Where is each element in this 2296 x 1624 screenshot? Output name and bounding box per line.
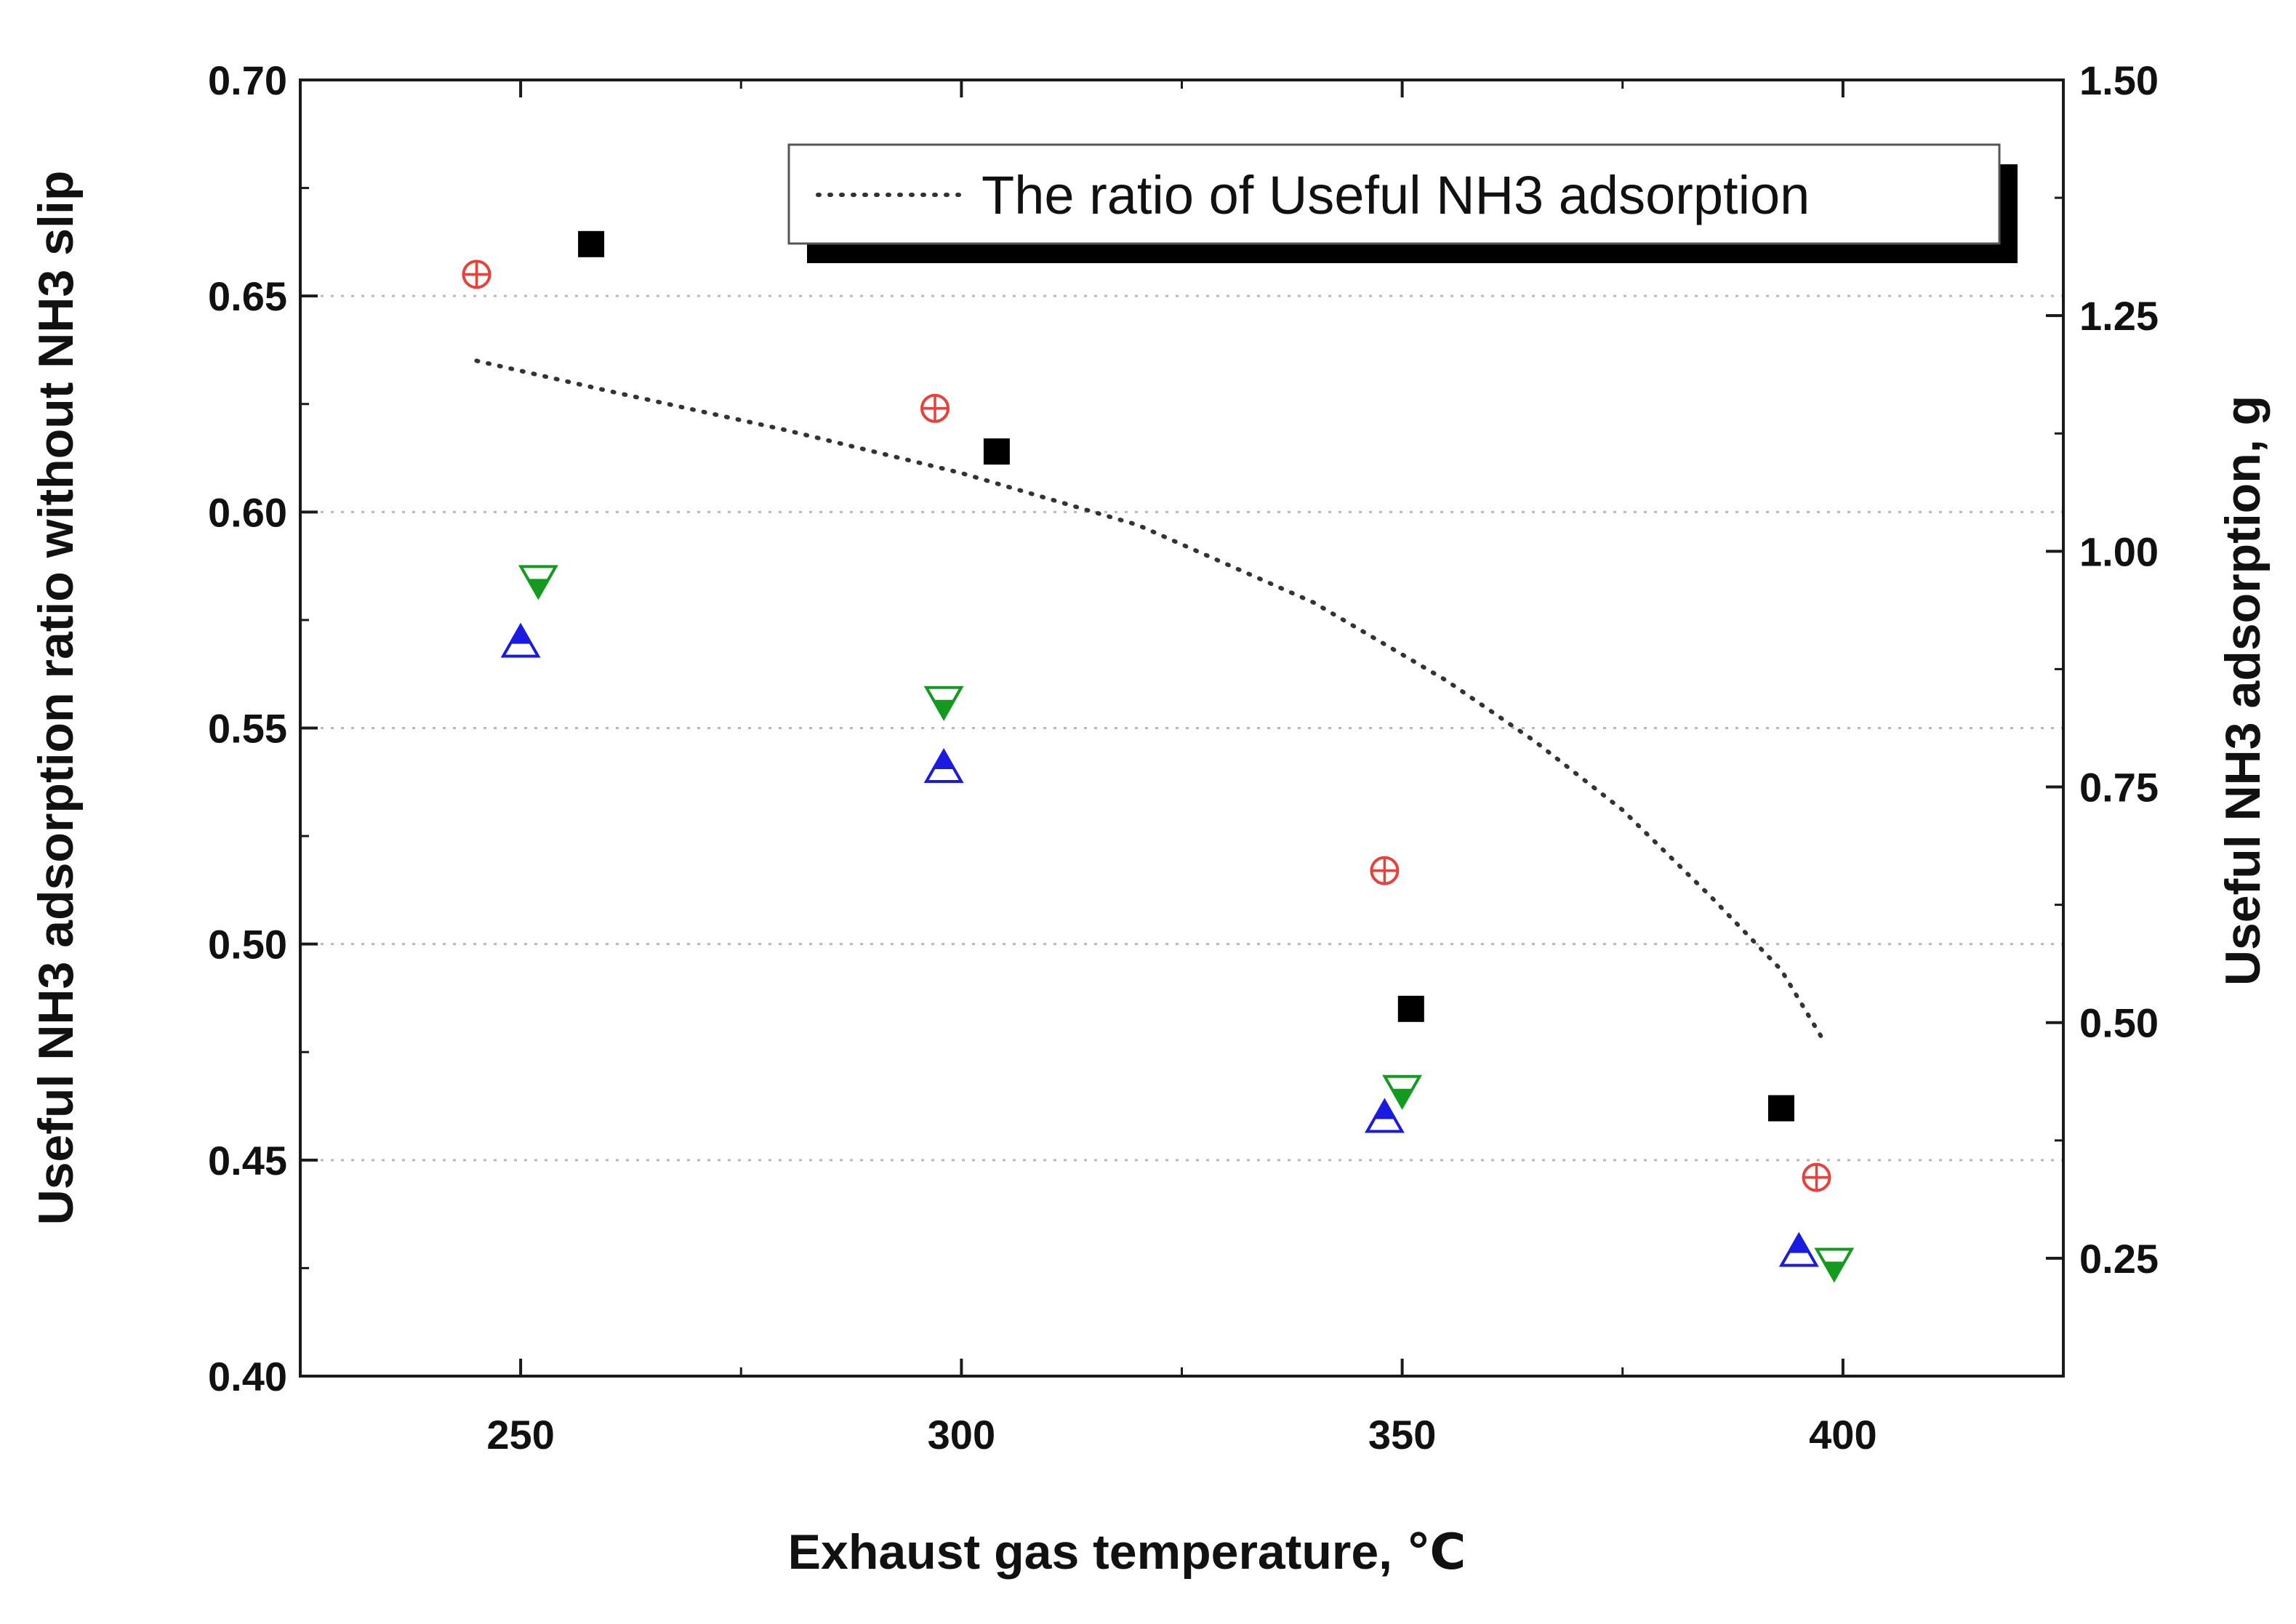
y2-axis-title: Useful NH3 adsorption, g [2215, 395, 2271, 986]
triangle-fill [1392, 1089, 1413, 1107]
y-tick-label: 0.65 [208, 273, 287, 319]
triangle-fill [1374, 1101, 1394, 1119]
marker-triangle-up [1781, 1235, 1816, 1266]
triangle-fill [1824, 1262, 1845, 1280]
y-tick-label: 0.70 [208, 57, 287, 103]
x-tick-label: 300 [928, 1412, 995, 1458]
tick-labels: 0.40 0.45 0.50 0.55 0.60 0.65 0.70 0.25 0.50 0.75… [208, 57, 2159, 1458]
y-tick-label: 0.40 [208, 1354, 287, 1399]
ratio-fit-line [477, 361, 1826, 1043]
y2-tick-label: 0.75 [2079, 765, 2159, 811]
square-shape [1398, 996, 1424, 1022]
data-points [464, 231, 1852, 1280]
square-shape [984, 438, 1010, 465]
y2-tick-label: 0.25 [2079, 1236, 2159, 1282]
legend: The ratio of Useful NH3 adsorption [789, 145, 2018, 263]
y-axis-title: Useful NH3 adsorption ratio without NH3 … [28, 171, 84, 1226]
fit-lines [477, 361, 1826, 1043]
marker-square [578, 231, 604, 257]
y-tick-label: 0.60 [208, 489, 287, 535]
triangle-fill [934, 751, 954, 769]
y-tick-label: 0.45 [208, 1138, 287, 1183]
marker-triangle-down [926, 688, 961, 718]
marker-triangle-up [926, 751, 961, 781]
x-tick-label: 350 [1368, 1412, 1436, 1458]
x-tick-label: 250 [486, 1412, 554, 1458]
marker-triangle-up [1367, 1101, 1402, 1131]
triangle-fill [1789, 1235, 1809, 1253]
marker-circle-plus [1804, 1165, 1830, 1191]
marker-square [984, 438, 1010, 465]
marker-square [1398, 996, 1424, 1022]
y2-tick-label: 1.25 [2079, 293, 2159, 339]
marker-triangle-down [1385, 1077, 1420, 1107]
chart: 0.40 0.45 0.50 0.55 0.60 0.65 0.70 0.25 0.50 0.75… [0, 0, 2296, 1624]
x-axis-title: Exhaust gas temperature, ℃ [788, 1524, 1466, 1580]
marker-circle-plus [464, 261, 490, 287]
legend-label: The ratio of Useful NH3 adsorption [982, 165, 1810, 225]
y2-tick-label: 1.00 [2079, 528, 2159, 574]
y2-tick-label: 0.50 [2079, 1000, 2159, 1046]
y2-tick-label: 1.50 [2079, 57, 2159, 103]
square-shape [1768, 1096, 1794, 1122]
grid-lines [300, 296, 2063, 1160]
triangle-fill [528, 579, 548, 597]
marker-triangle-down [1817, 1250, 1852, 1280]
marker-triangle-down [521, 566, 555, 597]
triangle-fill [510, 626, 531, 644]
triangle-fill [934, 700, 954, 718]
marker-circle-plus [1371, 858, 1397, 884]
y-tick-label: 0.50 [208, 922, 287, 968]
marker-circle-plus [922, 395, 948, 422]
square-shape [578, 231, 604, 257]
marker-triangle-up [503, 626, 538, 656]
x-tick-label: 400 [1809, 1412, 1876, 1458]
y-tick-label: 0.55 [208, 706, 287, 752]
marker-square [1768, 1096, 1794, 1122]
